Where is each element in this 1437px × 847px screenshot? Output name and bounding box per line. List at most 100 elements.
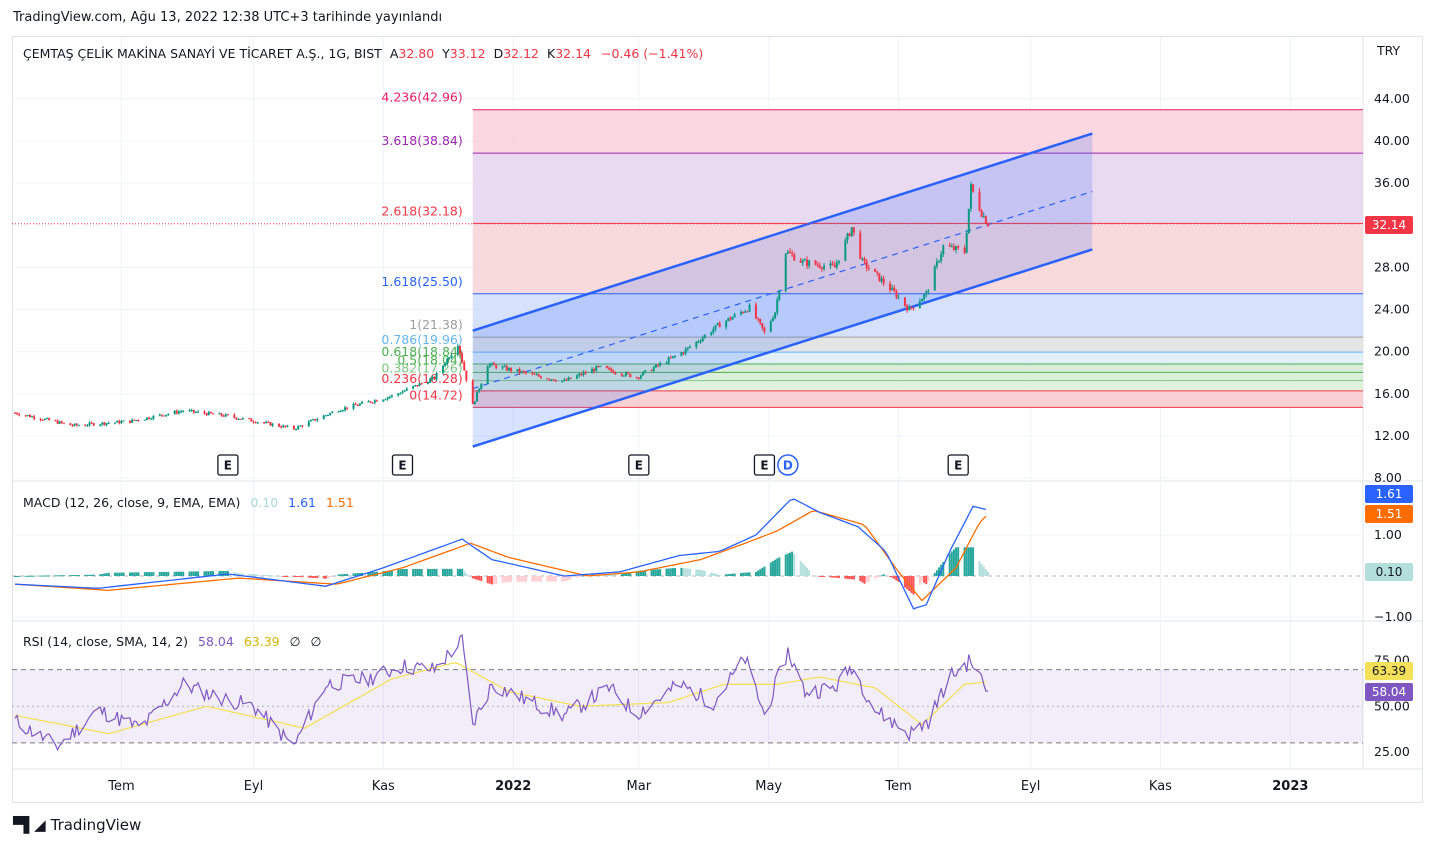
candle-body [133,419,136,421]
candle-body [531,373,534,375]
macd-hist-bar [239,573,242,576]
macd-hist-bar [576,576,579,578]
time-tick-label: 2023 [1272,779,1308,794]
macd-hist-bar [99,574,102,576]
candle-body [478,389,481,392]
candle-body [835,262,838,268]
macd-hist-bar [987,571,989,576]
hist-badge: 0.10 [1365,563,1413,581]
candle-body [595,366,598,372]
candle-body [550,379,553,381]
candle-body [955,246,958,250]
candle-body [876,271,879,274]
macd-badge: 1.61 [1365,485,1413,503]
candle-body [622,375,625,377]
candle-body [501,366,504,369]
macd-hist-bar [531,576,534,582]
macd-hist-bar [441,568,444,576]
tradingview-logo[interactable]: ▀▌◢ TradingView [13,816,141,834]
candle-body [60,421,63,423]
macd-hist-bar [955,547,958,576]
macd-hist-bar [665,568,668,576]
chart-frame [12,36,1423,803]
macd-hist-bar [614,574,617,576]
fib-level-label: 0.236(16.28) [381,371,462,386]
macd-hist-bar [165,571,168,576]
candle-body [703,334,706,338]
candle-body [867,268,870,270]
macd-hist-bar [314,576,317,579]
macd-hist-bar [816,575,819,577]
fib-level-label: 0(14.72) [409,387,463,402]
price-tick-label: 44.00 [1374,91,1410,106]
candle-body [644,370,647,372]
fib-level-label: 0.618(18.84) [381,344,462,359]
candle-body [286,425,289,427]
main-legend: ÇEMTAŞ ÇELİK MAKİNA SANAYİ VE TİCARET A.… [23,46,703,61]
candle-body [118,420,121,424]
macd-hist-bar [114,572,117,576]
macd-hist-bar [833,576,836,578]
candle-body [256,422,259,424]
fib-level-label: 4.236(42.96) [381,90,462,105]
macd-hist-bar [695,569,698,576]
macd-hist-bar [403,569,406,576]
candle-body [820,267,823,269]
macd-hist-bar [182,571,185,576]
macd-hist-bar [71,575,74,577]
candle-body [584,372,587,374]
candle-body [637,377,640,379]
macd-hist-bar [539,576,542,582]
candle-body [420,383,423,385]
macd-hist-bar [771,561,774,576]
macd-hist-bar [520,576,523,582]
candle-body [882,278,885,284]
macd-hist-bar [659,569,662,576]
fib-level-label: 2.618(32.18) [381,203,462,218]
macd-hist-bar [639,570,642,576]
macd-hist-bar [146,572,149,576]
candle-body [784,253,787,292]
time-tick-label: Eyl [1021,779,1041,794]
macd-hist-bar [45,575,48,577]
candle-body [292,425,295,430]
time-tick-label: Tem [884,779,911,794]
change-value: −0.46 (−1.41%) [600,46,704,61]
candle-body [612,370,615,374]
macd-hist-bar [935,570,938,576]
candle-body [354,403,357,406]
macd-hist-bar [493,576,496,585]
macd-hist-bar [463,571,466,576]
rsi-title[interactable]: RSI (14, close, SMA, 14, 2) [23,634,189,649]
candle-body [233,414,236,418]
symbol-name[interactable]: ÇEMTAŞ ÇELİK MAKİNA SANAYİ VE TİCARET A.… [23,46,382,61]
macd-hist-bar [703,570,706,576]
candle-body [844,240,847,261]
candle-body [688,346,691,348]
macd-hist-bar [608,574,611,576]
candle-body [614,373,617,375]
candle-body [90,422,93,424]
candle-body [220,413,223,416]
macd-hist-bar [861,576,864,583]
macd-hist-bar [806,567,809,576]
macd-hist-bar [891,576,894,578]
macd-hist-bar [354,573,357,576]
candle-body [874,268,877,272]
macd-hist-bar [744,572,747,576]
macd-hist-bar [850,576,853,580]
candle-body [237,418,240,420]
candle-body [433,376,436,380]
macd-hist-bar [341,574,344,576]
macd-title[interactable]: MACD (12, 26, close, 9, EMA, EMA) [23,495,241,510]
macd-hist-bar [465,573,468,576]
candle-body [490,363,493,365]
macd-hist-bar [316,576,319,579]
macd-hist-bar [788,552,791,576]
candle-body [103,422,106,425]
macd-hist-bar [137,572,140,576]
macd-hist-bar [252,574,255,576]
price-tick-label: 36.00 [1374,175,1410,190]
candle-body [137,420,140,422]
